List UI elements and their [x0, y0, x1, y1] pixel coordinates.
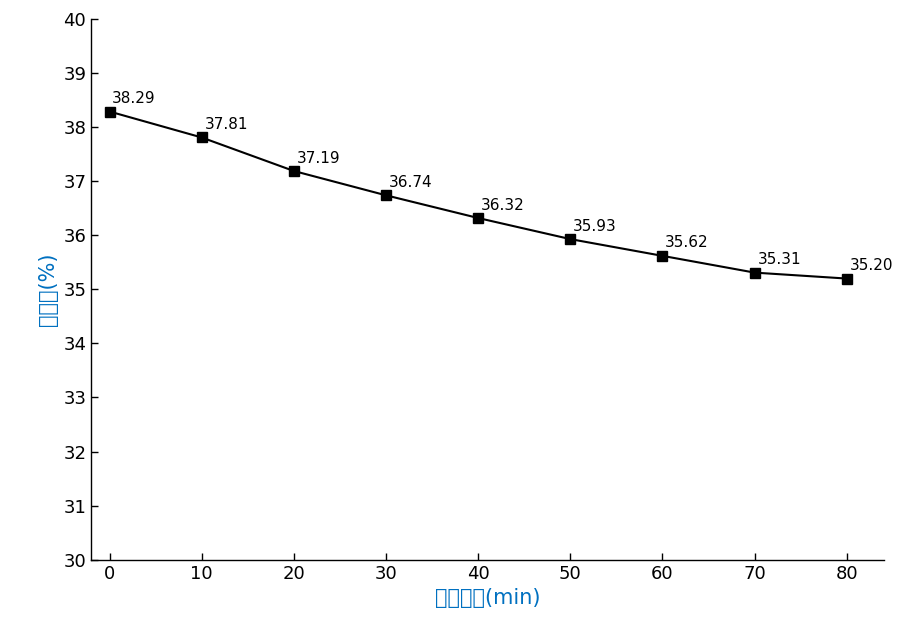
Text: 35.62: 35.62	[665, 235, 709, 251]
Text: 38.29: 38.29	[112, 91, 156, 106]
Text: 35.31: 35.31	[757, 252, 801, 267]
X-axis label: 건조시간(min): 건조시간(min)	[435, 588, 540, 608]
Text: 37.19: 37.19	[297, 151, 340, 165]
Text: 36.32: 36.32	[481, 198, 525, 212]
Text: 35.20: 35.20	[850, 258, 893, 273]
Y-axis label: 함수율(%): 함수율(%)	[37, 252, 57, 326]
Text: 35.93: 35.93	[573, 219, 617, 233]
Text: 36.74: 36.74	[389, 175, 433, 190]
Text: 37.81: 37.81	[204, 117, 248, 132]
